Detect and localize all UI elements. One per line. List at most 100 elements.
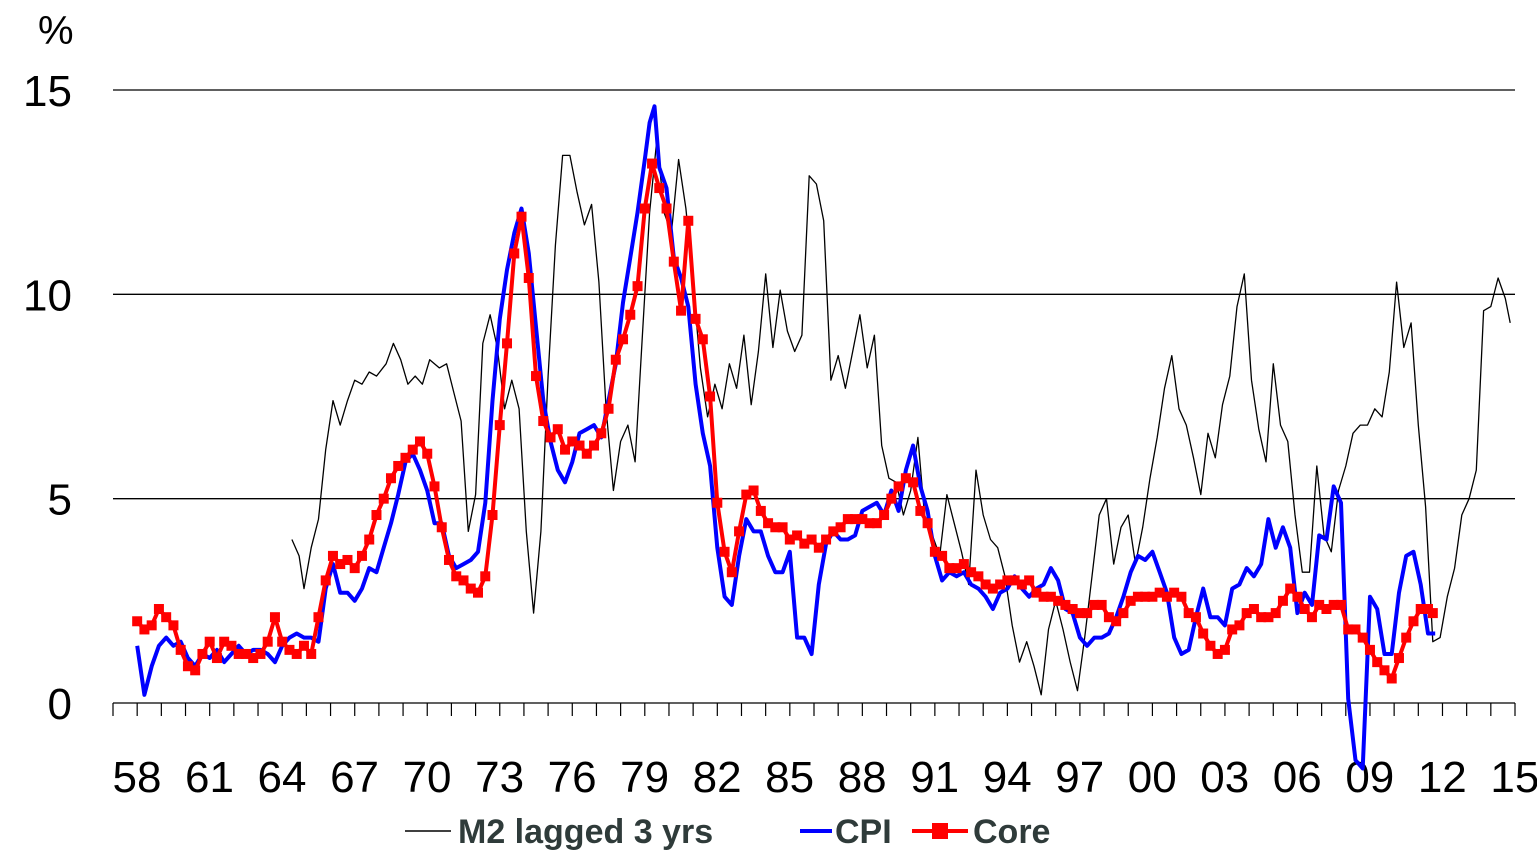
core-data-point [400, 452, 411, 463]
core-data-point [842, 514, 853, 525]
core-data-point [806, 534, 817, 545]
core-data-point [516, 211, 527, 222]
core-data-point [1427, 608, 1438, 619]
core-data-point [132, 616, 143, 627]
core-data-point [610, 354, 621, 365]
core-data-point [871, 518, 882, 529]
core-data-point [545, 432, 556, 443]
series-line-core [135, 161, 1435, 681]
core-data-point [1234, 620, 1245, 631]
core-data-point [385, 473, 396, 484]
core-data-point [1364, 644, 1375, 655]
core-data-point [886, 493, 897, 504]
core-data-point [1270, 608, 1281, 619]
core-data-point [248, 653, 259, 664]
core-data-point [1248, 604, 1259, 615]
core-data-point [190, 665, 201, 676]
core-data-point [1256, 612, 1267, 623]
core-data-point [1205, 640, 1216, 651]
x-tick-label: 12 [1418, 753, 1467, 802]
x-tick-label: 58 [113, 753, 162, 802]
core-data-point [1292, 591, 1303, 602]
core-data-point [414, 436, 425, 447]
core-data-point [262, 636, 273, 647]
core-data-point [864, 518, 875, 529]
core-data-point [705, 391, 716, 402]
core-data-point [226, 640, 237, 651]
y-tick-label: 0 [48, 680, 72, 729]
core-data-point [233, 648, 244, 659]
core-data-point [922, 518, 933, 529]
x-tick-label: 15 [1490, 753, 1537, 802]
y-tick-label: 10 [23, 271, 72, 320]
core-data-point [1401, 632, 1412, 643]
core-data-point [690, 313, 701, 324]
core-data-point [987, 583, 998, 594]
series-line-cpi [135, 104, 1436, 771]
x-axis [112, 702, 1516, 716]
core-data-point [654, 183, 665, 194]
core-data-point [523, 272, 534, 283]
core-data-point [1096, 599, 1107, 610]
core-data-point [1002, 575, 1013, 586]
core-data-point [502, 338, 513, 349]
core-data-point [509, 248, 520, 259]
core-data-point [146, 620, 157, 631]
core-data-point [799, 538, 810, 549]
core-data-point [850, 514, 861, 525]
core-data-point [647, 158, 658, 169]
x-tick-label: 67 [330, 753, 379, 802]
core-data-point [632, 281, 643, 292]
core-data-point [980, 579, 991, 590]
core-data-point [813, 542, 824, 553]
core-data-point [1140, 591, 1151, 602]
core-data-point [1393, 653, 1404, 664]
core-data-point [175, 644, 186, 655]
core-data-point [1060, 599, 1071, 610]
x-tick-label: 76 [548, 753, 597, 802]
core-data-point [371, 510, 382, 521]
core-data-point [748, 485, 759, 496]
y-tick-label: 15 [23, 67, 72, 116]
y-axis-unit-label: % [38, 9, 74, 53]
x-tick-label: 03 [1200, 753, 1249, 802]
core-data-point [618, 334, 629, 345]
core-data-point [712, 497, 723, 508]
core-data-point [473, 587, 484, 598]
core-data-point [668, 256, 679, 267]
x-tick-label: 85 [765, 753, 814, 802]
core-data-point [893, 481, 904, 492]
core-data-point [197, 648, 208, 659]
core-data-point [298, 640, 309, 651]
legend-label: M2 lagged 3 yrs [458, 813, 713, 851]
core-data-point [581, 448, 592, 459]
x-tick-label: 00 [1128, 753, 1177, 802]
core-data-point [342, 554, 353, 565]
core-data-point [429, 481, 440, 492]
core-data-point [784, 534, 795, 545]
core-data-point [313, 612, 324, 623]
core-data-point [1125, 595, 1136, 606]
core-data-point [487, 510, 498, 521]
core-data-point [1263, 612, 1274, 623]
core-data-point [1219, 644, 1230, 655]
x-tick-label: 73 [475, 753, 524, 802]
core-data-point [958, 559, 969, 570]
x-axis-tick-labels: 58 61 64 67 70 73 76 79 82 85 88 91 94 97 00 03 06 09 12 15 [113, 753, 1537, 802]
x-tick-label: 88 [838, 753, 887, 802]
core-data-point [255, 648, 266, 659]
core-data-point [1357, 632, 1368, 643]
core-data-point [306, 648, 317, 659]
core-data-point [1379, 665, 1390, 676]
core-data-point [1111, 616, 1122, 627]
core-data-point [879, 510, 890, 521]
core-data-point [966, 567, 977, 578]
y-tick-label: 5 [48, 476, 72, 525]
core-data-point [291, 648, 302, 659]
core-data-point [567, 436, 578, 447]
core-data-point [320, 575, 331, 586]
core-data-point [1176, 591, 1187, 602]
gridlines [113, 89, 1515, 500]
core-data-point [1169, 587, 1180, 598]
